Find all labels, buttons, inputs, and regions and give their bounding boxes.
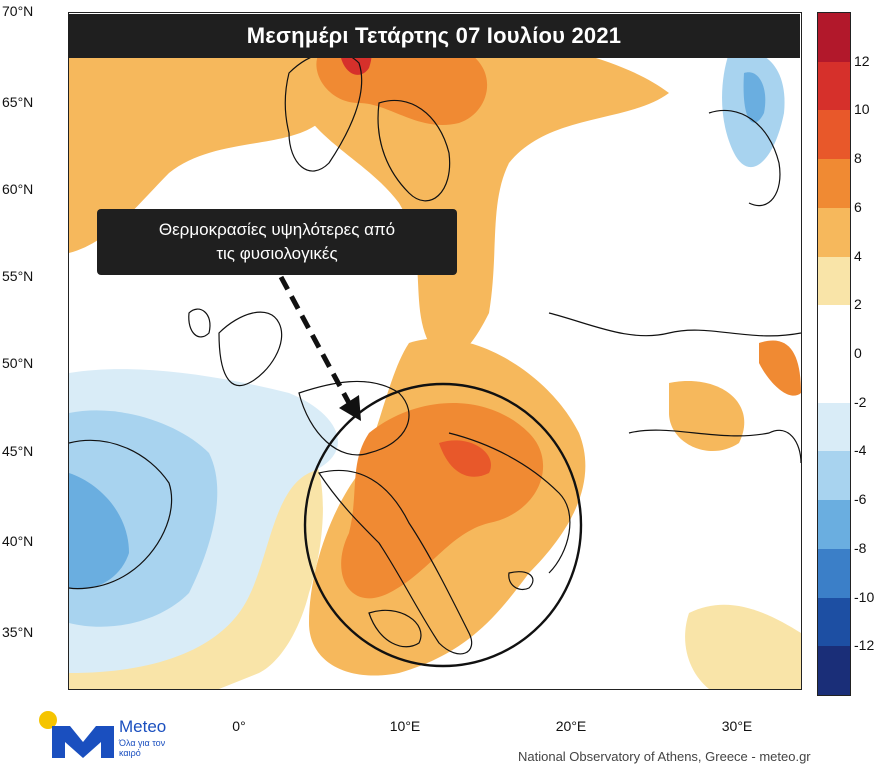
colorbar-tick-label: -4 bbox=[854, 442, 867, 459]
colorbar-tick-label: 6 bbox=[854, 198, 862, 215]
colorbar-swatch bbox=[818, 500, 850, 550]
warm-anomaly-areas bbox=[69, 21, 801, 689]
meteo-m-logo-icon bbox=[52, 726, 114, 758]
colorbar bbox=[817, 12, 851, 696]
colorbar-swatch bbox=[818, 13, 850, 63]
colorbar-tick-label: -6 bbox=[854, 491, 867, 508]
meteo-logo bbox=[39, 711, 114, 758]
logo-name: Meteo bbox=[119, 717, 167, 736]
latitude-label: 45°N bbox=[2, 443, 34, 459]
colorbar-swatch bbox=[818, 597, 850, 647]
colorbar-swatch bbox=[818, 61, 850, 111]
logo-tagline: Όλα για τον καιρό bbox=[119, 738, 166, 758]
colorbar-tick-label: -10 bbox=[854, 588, 875, 605]
colorbar-swatch bbox=[818, 305, 850, 355]
colorbar-tick-label: -8 bbox=[854, 539, 867, 556]
colorbar-swatch bbox=[818, 207, 850, 258]
colorbar-swatch bbox=[818, 646, 850, 696]
map-title: Μεσημέρι Τετάρτης 07 Ιουλίου 2021 bbox=[68, 14, 800, 58]
colorbar-swatch bbox=[818, 451, 850, 501]
anomaly-map bbox=[68, 12, 802, 690]
longitude-label: 10°E bbox=[389, 718, 421, 734]
colorbar-swatch bbox=[818, 354, 850, 404]
sun-icon bbox=[39, 711, 57, 729]
latitude-label: 50°N bbox=[2, 355, 34, 371]
credit-text: National Observatory of Athens, Greece -… bbox=[518, 749, 811, 764]
colorbar-tick-label: 10 bbox=[854, 101, 870, 118]
highlight-circle bbox=[303, 382, 583, 668]
longitude-label: 30°E bbox=[721, 718, 753, 734]
colorbar-tick-label: -12 bbox=[854, 637, 875, 654]
colorbar-swatch bbox=[818, 110, 850, 160]
colorbar-swatch bbox=[818, 159, 850, 209]
longitude-label: 0° bbox=[232, 718, 246, 734]
colorbar-tick-label: -2 bbox=[854, 393, 867, 410]
cool-anomaly-areas bbox=[69, 50, 785, 673]
colorbar-swatch bbox=[818, 256, 850, 306]
colorbar-swatch bbox=[818, 548, 850, 599]
colorbar-tick-label: 2 bbox=[854, 296, 862, 313]
latitude-label: 65°N bbox=[2, 94, 34, 110]
latitude-label: 55°N bbox=[2, 268, 34, 284]
colorbar-swatch bbox=[818, 402, 850, 452]
map-canvas bbox=[69, 21, 801, 689]
colorbar-tick-label: 8 bbox=[854, 150, 862, 167]
colorbar-tick-label: 12 bbox=[854, 52, 870, 69]
colorbar-tick-label: 4 bbox=[854, 247, 862, 264]
callout-line1: Θερμοκρασίες υψηλότερες από bbox=[158, 220, 396, 239]
callout-line2: τις φυσιολογικές bbox=[216, 244, 338, 263]
latitude-label: 35°N bbox=[2, 624, 34, 640]
latitude-label: 40°N bbox=[2, 533, 34, 549]
latitude-label: 60°N bbox=[2, 181, 34, 197]
latitude-label: 70°N bbox=[2, 3, 34, 19]
longitude-label: 20°E bbox=[555, 718, 587, 734]
callout-box: Θερμοκρασίες υψηλότερες από τις φυσιολογ… bbox=[97, 209, 457, 275]
colorbar-tick-label: 0 bbox=[854, 345, 862, 361]
